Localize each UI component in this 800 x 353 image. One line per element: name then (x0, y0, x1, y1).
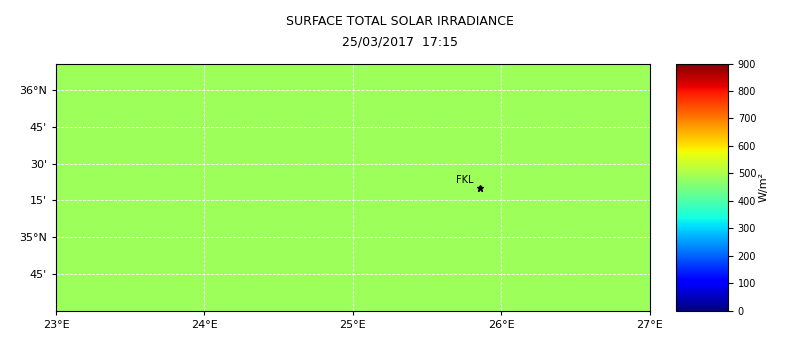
Text: FKL: FKL (456, 175, 474, 185)
Text: SURFACE TOTAL SOLAR IRRADIANCE: SURFACE TOTAL SOLAR IRRADIANCE (286, 15, 514, 28)
Y-axis label: W/m²: W/m² (759, 172, 769, 202)
Text: 25/03/2017  17:15: 25/03/2017 17:15 (342, 36, 458, 49)
